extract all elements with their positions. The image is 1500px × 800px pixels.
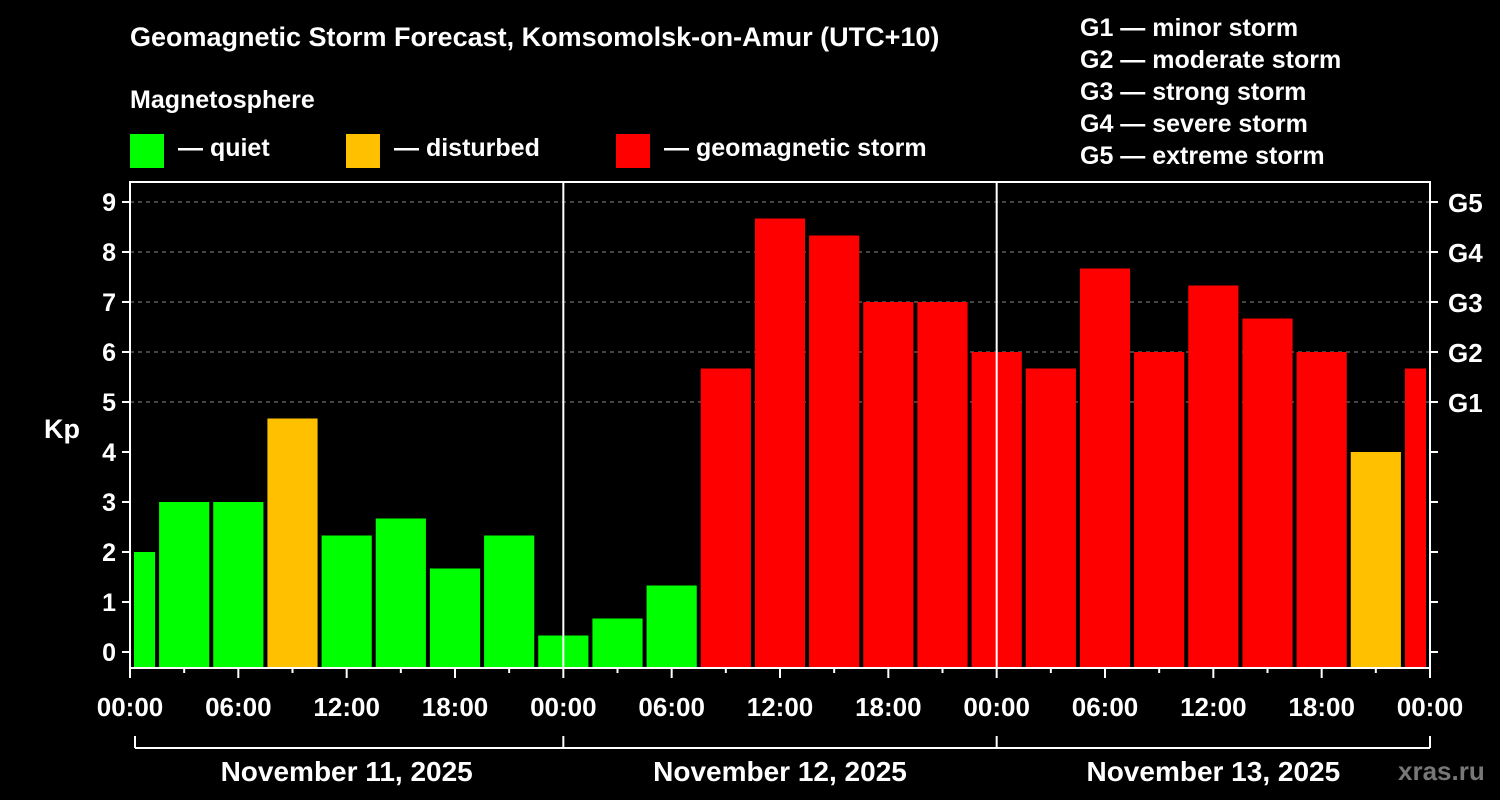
kp-bar xyxy=(917,302,968,668)
y-tick-label: 9 xyxy=(102,189,116,217)
x-tick-label: 00:00 xyxy=(1397,692,1464,722)
x-tick-label: 06:00 xyxy=(205,692,272,722)
watermark: xras.ru xyxy=(1398,756,1485,786)
legend-label-storm: — geomagnetic storm xyxy=(664,134,927,162)
x-tick-label: 06:00 xyxy=(638,692,705,722)
kp-bar xyxy=(321,535,372,668)
y-tick-label: 2 xyxy=(102,539,116,567)
kp-bar xyxy=(863,302,914,668)
kp-bar xyxy=(809,235,860,668)
y-tick-label: 1 xyxy=(102,589,116,617)
x-tick-label: 00:00 xyxy=(530,692,597,722)
legend-label-disturbed: — disturbed xyxy=(394,134,540,162)
kp-bar xyxy=(1242,318,1293,668)
kp-bar xyxy=(1188,285,1239,668)
kp-bar xyxy=(213,502,264,668)
y-tick-label: 7 xyxy=(102,289,116,317)
kp-bar xyxy=(1025,368,1076,668)
y-tick-label: 3 xyxy=(102,489,116,517)
kp-bar xyxy=(159,502,210,668)
g-scale-label: G1 xyxy=(1448,388,1483,418)
legend-swatch-storm xyxy=(616,134,650,168)
kp-bar xyxy=(1404,368,1426,668)
y-tick-label: 8 xyxy=(102,239,116,267)
x-tick-label: 18:00 xyxy=(1288,692,1355,722)
x-tick-label: 06:00 xyxy=(1072,692,1139,722)
y-tick-label: 5 xyxy=(102,389,116,417)
kp-bar xyxy=(429,568,481,668)
storm-scale-g4: G4 — severe storm xyxy=(1080,110,1308,138)
legend-swatch-quiet xyxy=(130,134,164,168)
y-tick-label: 0 xyxy=(102,639,116,667)
legend-swatch-disturbed xyxy=(346,134,380,168)
storm-scale-g2: G2 — moderate storm xyxy=(1080,46,1342,74)
kp-bar xyxy=(592,618,643,668)
x-tick-label: 12:00 xyxy=(747,692,814,722)
g-scale-label: G3 xyxy=(1448,288,1483,318)
day-label: November 11, 2025 xyxy=(221,756,473,787)
kp-bar xyxy=(267,418,318,668)
storm-scale-g3: G3 — strong storm xyxy=(1080,78,1307,106)
x-tick-label: 12:00 xyxy=(313,692,380,722)
y-axis-label: Kp xyxy=(44,414,80,444)
kp-bar xyxy=(1350,452,1401,668)
x-tick-label: 18:00 xyxy=(422,692,489,722)
y-tick-label: 6 xyxy=(102,339,116,367)
kp-bar xyxy=(1079,268,1131,668)
kp-bar xyxy=(134,552,156,668)
kp-bar xyxy=(754,218,806,668)
x-tick-label: 00:00 xyxy=(97,692,164,722)
g-scale-label: G5 xyxy=(1448,188,1483,218)
x-tick-label: 18:00 xyxy=(855,692,922,722)
kp-bar xyxy=(484,535,535,668)
kp-bar xyxy=(700,368,751,668)
kp-bar xyxy=(646,585,697,668)
storm-scale-g5: G5 — extreme storm xyxy=(1080,142,1325,170)
storm-scale-g1: G1 — minor storm xyxy=(1080,14,1299,42)
x-tick-label: 00:00 xyxy=(963,692,1030,722)
kp-bar xyxy=(375,518,426,668)
y-tick-label: 4 xyxy=(102,439,116,467)
g-scale-label: G4 xyxy=(1448,238,1483,268)
legend-label-quiet: — quiet xyxy=(178,134,270,162)
x-tick-label: 12:00 xyxy=(1180,692,1247,722)
g-scale-label: G2 xyxy=(1448,338,1483,368)
kp-bar xyxy=(1296,352,1347,668)
chart-title: Geomagnetic Storm Forecast, Komsomolsk-o… xyxy=(130,22,940,52)
day-label: November 12, 2025 xyxy=(653,756,907,787)
kp-bar xyxy=(1134,352,1185,668)
chart-subtitle: Magnetosphere xyxy=(130,86,315,114)
day-label: November 13, 2025 xyxy=(1086,756,1340,787)
